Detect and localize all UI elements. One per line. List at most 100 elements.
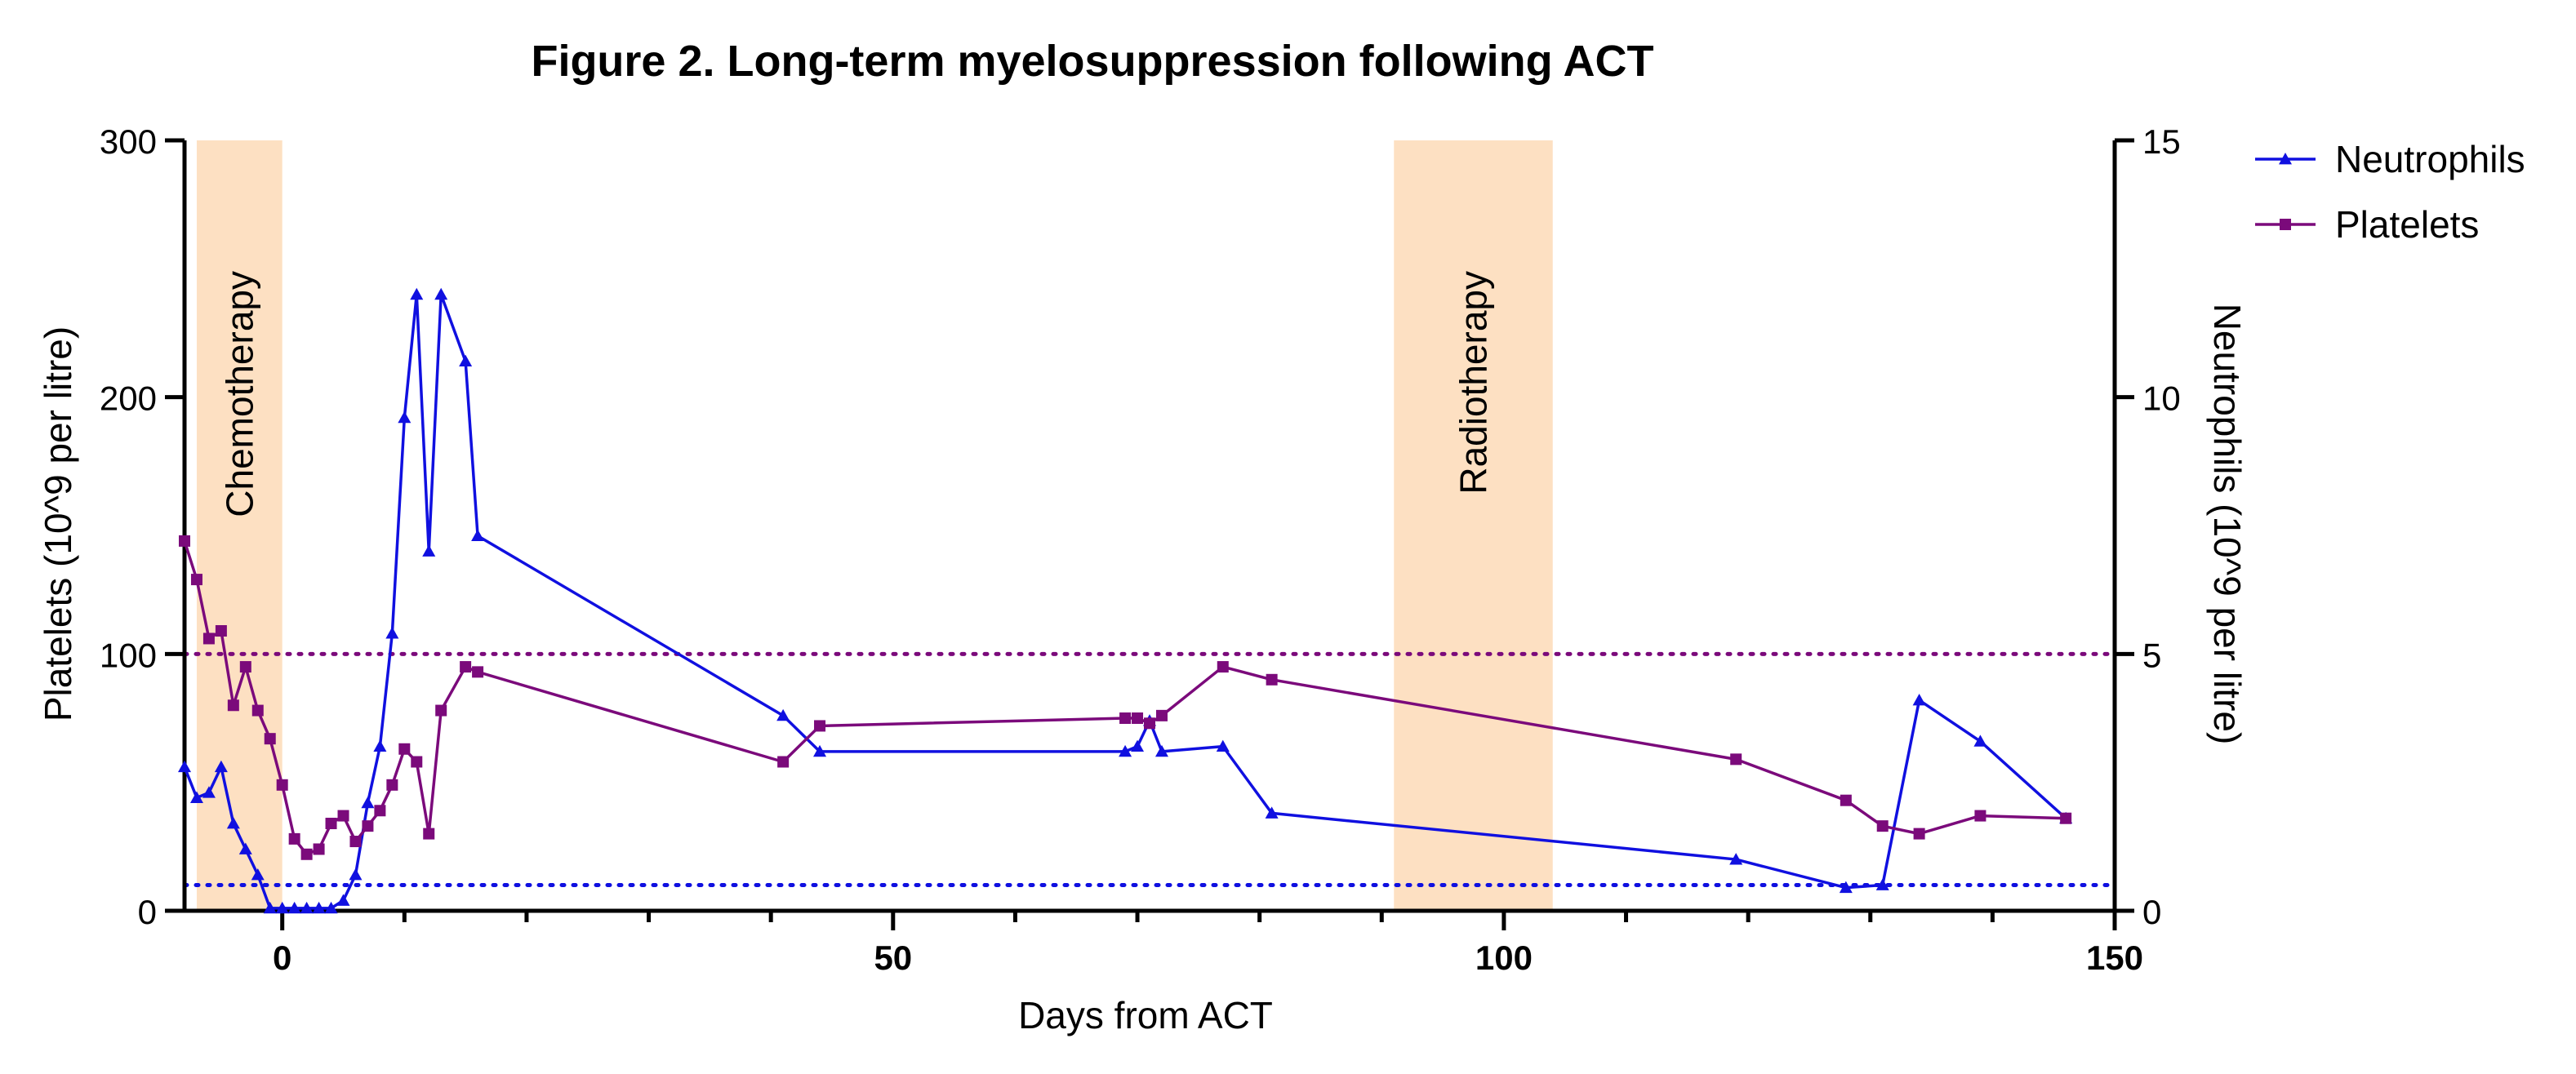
legend-label-platelets: Platelets: [2335, 203, 2479, 246]
data-point-neutrophils: [226, 817, 240, 829]
data-point-neutrophils: [178, 760, 191, 773]
y-axis-left-label: Platelets (10^9 per litre): [37, 326, 79, 721]
chart-title: Figure 2. Long-term myelosuppression fol…: [531, 37, 1653, 86]
legend-marker-platelets: [2280, 219, 2291, 230]
y-right-tick-label-3: 15: [2142, 122, 2181, 161]
shaded-region-label-1: Radiotherapy: [1452, 271, 1494, 495]
data-point-neutrophils: [776, 708, 790, 721]
data-point-platelets: [1840, 794, 1852, 806]
shaded-regions: Chemotherapy Radiotherapy: [196, 140, 1553, 911]
data-point-platelets: [1119, 712, 1132, 724]
data-point-platelets: [227, 699, 239, 712]
x-tick-label-0: 0: [273, 939, 291, 977]
y-left-tick-label-3: 300: [100, 122, 157, 161]
x-tick-label-3: 150: [2086, 939, 2143, 977]
data-point-platelets: [423, 828, 435, 840]
data-point-neutrophils: [1839, 881, 1853, 894]
legend: Neutrophils Platelets: [2255, 138, 2525, 246]
data-point-platelets: [386, 779, 398, 791]
legend-label-neutrophils: Neutrophils: [2335, 138, 2525, 180]
data-point-neutrophils: [1155, 744, 1168, 757]
y-left-tick-label-1: 100: [100, 636, 157, 674]
x-tick-label-1: 50: [874, 939, 912, 977]
legend-entry-platelets: Platelets: [2255, 203, 2479, 246]
data-point-platelets: [239, 661, 251, 673]
data-point-neutrophils: [410, 287, 424, 300]
data-point-neutrophils: [1875, 878, 1889, 890]
data-point-neutrophils: [434, 287, 448, 300]
data-point-neutrophils: [349, 868, 363, 881]
data-point-neutrophils: [312, 901, 326, 914]
data-point-platelets: [179, 535, 190, 547]
data-point-neutrophils: [1265, 806, 1279, 819]
data-point-neutrophils: [238, 842, 252, 854]
data-point-platelets: [814, 720, 826, 732]
data-point-platelets: [215, 625, 227, 637]
x-axis-label: Days from ACT: [1018, 994, 1273, 1036]
data-point-neutrophils: [1729, 853, 1743, 865]
y-right-tick-label-0: 0: [2142, 893, 2161, 931]
data-point-neutrophils: [373, 739, 387, 752]
data-point-neutrophils: [813, 744, 827, 757]
shaded-region-1: [1394, 140, 1553, 911]
data-point-platelets: [1132, 712, 1144, 724]
data-point-platelets: [349, 836, 362, 848]
data-point-neutrophils: [263, 901, 277, 914]
data-point-neutrophils: [1216, 739, 1230, 752]
shaded-region-label-0: Chemotherapy: [218, 271, 260, 517]
data-point-neutrophils: [214, 760, 228, 773]
data-point-neutrophils: [1131, 739, 1145, 752]
data-point-neutrophils: [189, 791, 203, 803]
data-point-platelets: [1217, 661, 1229, 673]
data-point-neutrophils: [471, 529, 485, 541]
y-left-tick-label-0: 0: [138, 893, 157, 931]
data-point-platelets: [362, 820, 374, 832]
data-point-platelets: [472, 666, 484, 678]
legend-marker-neutrophils: [2279, 153, 2292, 165]
data-point-platelets: [2060, 812, 2072, 824]
legend-entry-neutrophils: Neutrophils: [2255, 138, 2525, 180]
series-line-platelets: [183, 540, 2067, 856]
data-point-platelets: [190, 574, 202, 586]
data-point-platelets: [1155, 709, 1168, 721]
data-point-neutrophils: [251, 868, 265, 881]
data-point-neutrophils: [287, 901, 301, 914]
data-point-platelets: [1876, 820, 1889, 832]
y-axis-right-label: Neutrophils (10^9 per litre): [2206, 304, 2249, 745]
reference-lines: [182, 651, 2117, 888]
data-point-neutrophils: [385, 627, 399, 639]
data-point-platelets: [325, 818, 337, 830]
data-point-neutrophils: [422, 544, 436, 557]
data-point-platelets: [276, 779, 288, 791]
y-right-tick-label-2: 10: [2142, 379, 2181, 418]
shaded-region-0: [196, 140, 283, 911]
data-point-platelets: [1913, 828, 1925, 840]
data-point-platelets: [202, 632, 215, 645]
data-point-platelets: [374, 805, 386, 817]
data-point-platelets: [1266, 673, 1278, 686]
data-point-neutrophils: [202, 786, 216, 798]
data-point-neutrophils: [300, 901, 314, 914]
data-point-platelets: [435, 704, 447, 717]
y-left-tick-label-2: 200: [100, 379, 157, 418]
y-right-tick-label-1: 5: [2142, 636, 2161, 674]
data-point-platelets: [411, 756, 423, 768]
data-point-platelets: [313, 843, 325, 855]
series-platelets: [179, 535, 2072, 860]
data-point-neutrophils: [459, 354, 473, 367]
data-point-platelets: [337, 810, 349, 822]
data-point-neutrophils: [275, 901, 289, 914]
data-point-platelets: [264, 733, 276, 745]
series-neutrophils: [178, 287, 2073, 914]
data-point-neutrophils: [1119, 744, 1132, 757]
data-point-neutrophils: [336, 894, 350, 906]
data-point-neutrophils: [324, 901, 338, 914]
data-point-platelets: [1730, 753, 1742, 766]
series-layer: [178, 287, 2073, 914]
data-point-platelets: [1144, 717, 1155, 730]
data-point-neutrophils: [1912, 693, 1926, 706]
data-point-platelets: [460, 661, 472, 673]
x-tick-label-2: 100: [1475, 939, 1533, 977]
